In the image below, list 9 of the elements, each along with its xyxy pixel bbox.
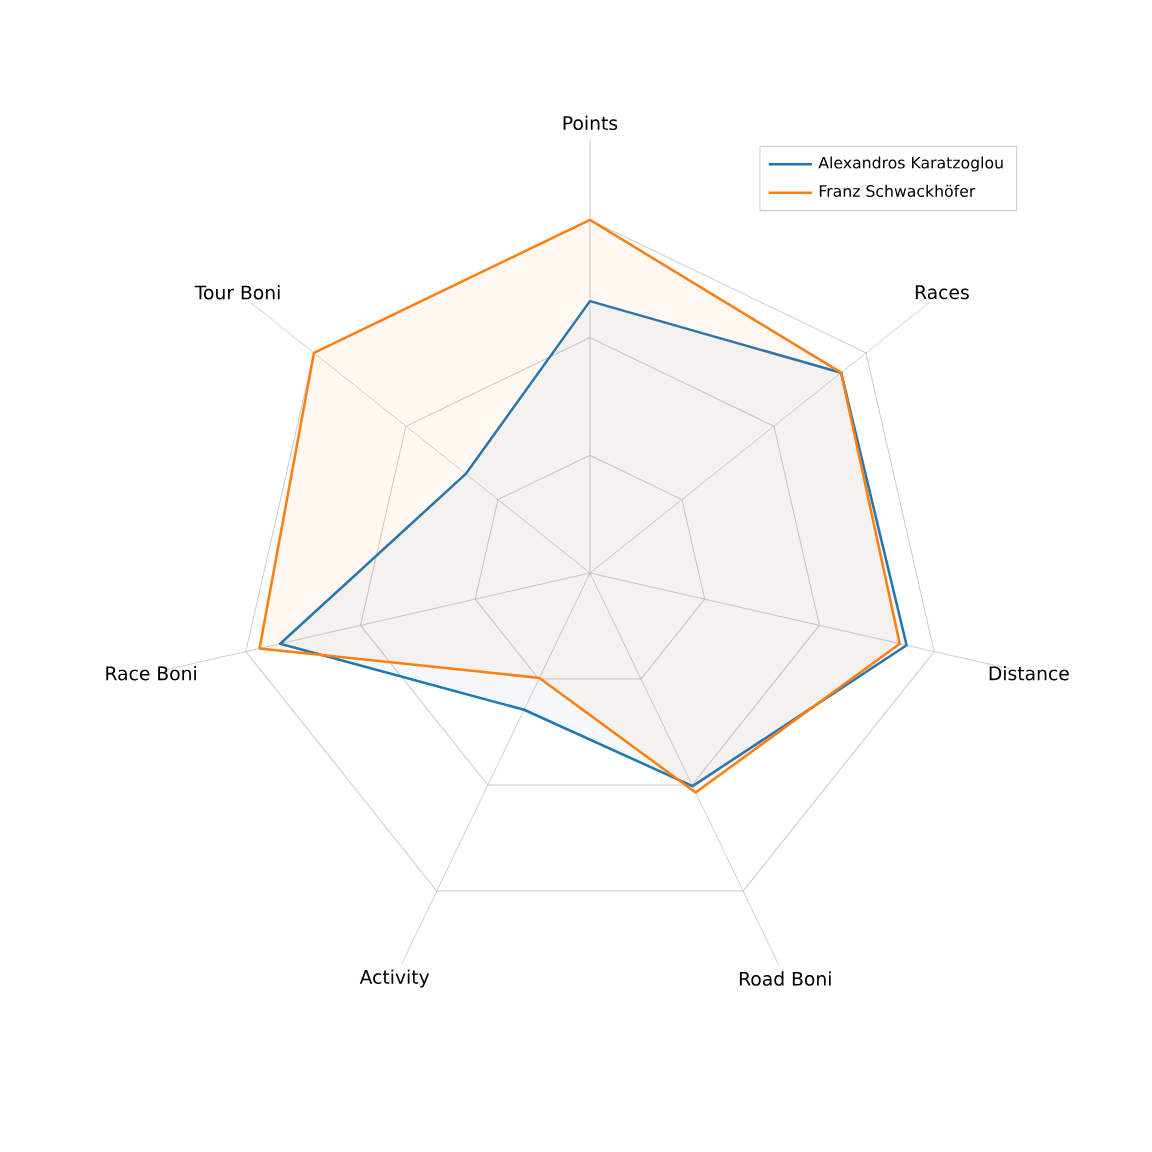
- spoke-label: Activity: [359, 969, 430, 988]
- spoke-label: Distance: [989, 665, 1069, 681]
- spoke-label: Road Boni: [739, 971, 831, 986]
- spoke-label: Race Boni: [106, 665, 196, 681]
- spoke-label: Tour Boni: [194, 285, 280, 300]
- legend-label: Franz Schwackhöfer: [819, 184, 976, 197]
- spoke-label: Points: [563, 115, 618, 131]
- legend-label: Alexandros Karatzoglou: [818, 156, 1003, 172]
- spoke-label: Races: [915, 285, 969, 300]
